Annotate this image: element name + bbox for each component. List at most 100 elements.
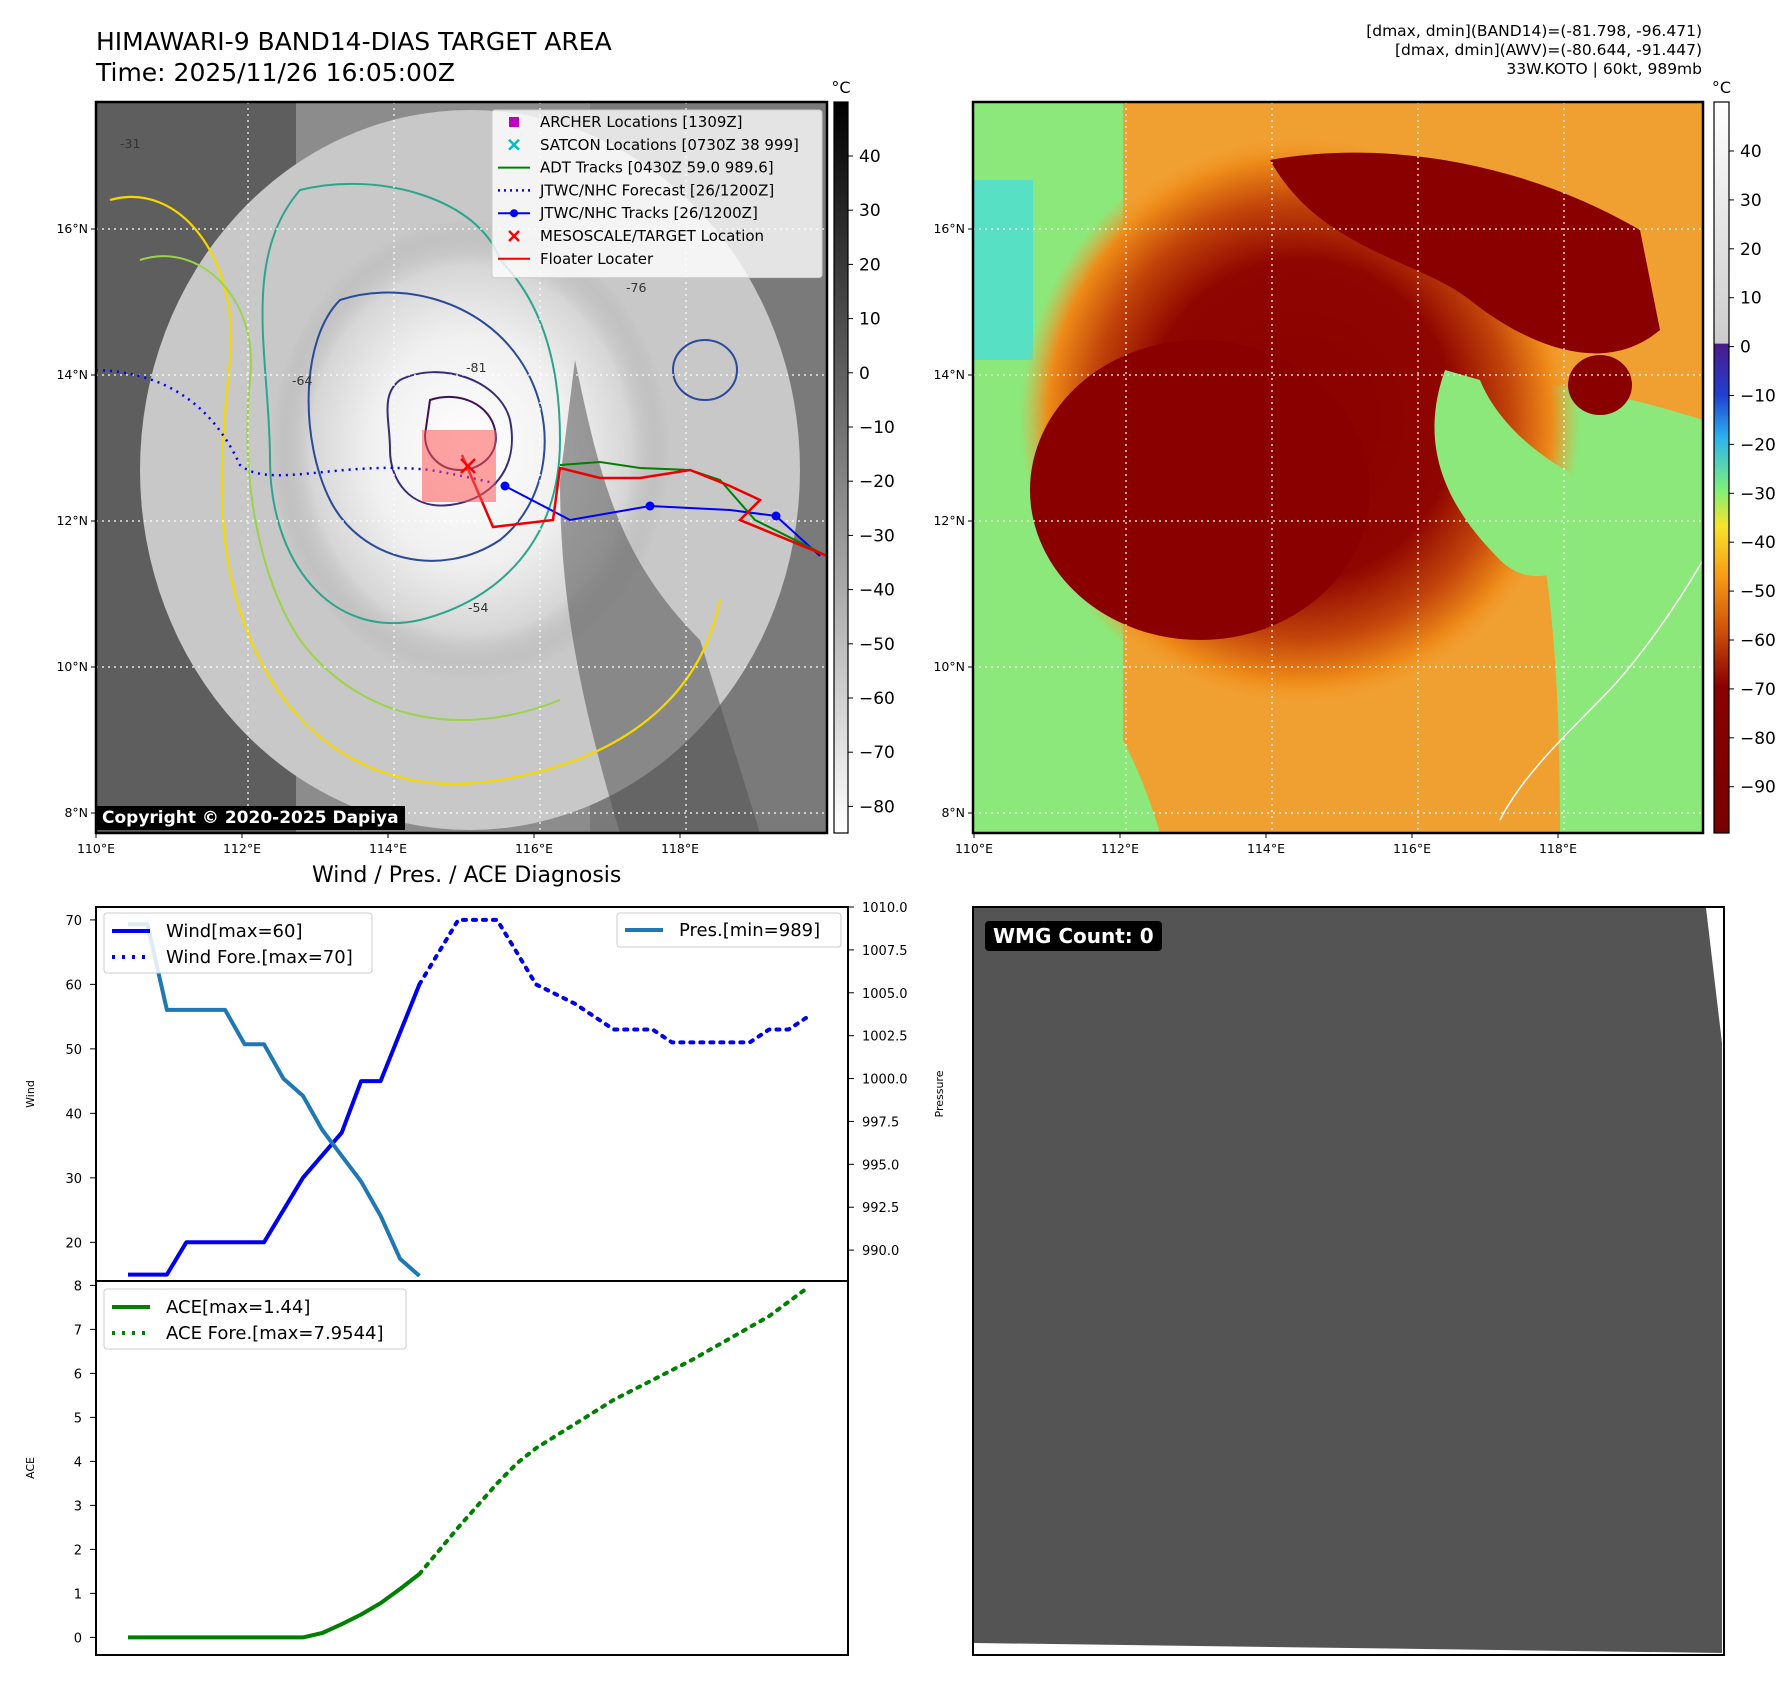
y-tick-label: 3 bbox=[74, 1499, 82, 1514]
storm-info: [dmax, dmin](BAND14)=(-81.798, -96.471) … bbox=[1366, 22, 1702, 79]
legend-label: MESOSCALE/TARGET Location bbox=[540, 227, 764, 245]
lon-tick-label: 118°E bbox=[1539, 841, 1577, 856]
colorbar-tick-label: 20 bbox=[859, 255, 881, 275]
colorbar-tick-label: −80 bbox=[1740, 729, 1776, 749]
y-tick-label: 5 bbox=[74, 1411, 82, 1426]
y-tick-label: 30 bbox=[65, 1172, 82, 1187]
colorbar-tick-label: −20 bbox=[1740, 435, 1776, 455]
y-right-tick-label: 990.0 bbox=[862, 1244, 899, 1259]
lat-tick-label: 10°N bbox=[56, 659, 88, 674]
title-line2: Time: 2025/11/26 16:05:00Z bbox=[96, 58, 455, 87]
colorbar-tick-label: 10 bbox=[859, 310, 881, 330]
colorbar-tick-label: −20 bbox=[859, 472, 895, 492]
colorbar-tick-label: 40 bbox=[1740, 142, 1762, 162]
ir-colorbar: °C 40 30 20 10 0 −10 −20 −30 −40 −50 −60 −70 −80 bbox=[831, 78, 895, 834]
lat-tick-label: 10°N bbox=[933, 659, 965, 674]
y-tick-label: 50 bbox=[65, 1043, 82, 1058]
info-line2: [dmax, dmin](AWV)=(-80.644, -91.447) bbox=[1395, 41, 1702, 59]
colorbar-tick-label: −10 bbox=[1740, 387, 1776, 407]
awv-axis-ticks: 110°E 112°E 114°E 116°E 118°E 16°N 14°N 12°N 10°… bbox=[933, 221, 1577, 856]
legend-box bbox=[491, 109, 823, 279]
colorbar-gradient bbox=[1713, 101, 1730, 834]
y-right-tick-label: 1002.5 bbox=[862, 1030, 908, 1045]
lon-tick-label: 114°E bbox=[369, 841, 407, 856]
lat-tick-label: 14°N bbox=[933, 367, 965, 382]
colorbar-tick-label: −50 bbox=[859, 635, 895, 655]
y-tick-label: 60 bbox=[65, 978, 82, 993]
lon-tick-label: 112°E bbox=[1101, 841, 1139, 856]
lon-tick-label: 116°E bbox=[515, 841, 553, 856]
ir-contour-64 bbox=[307, 291, 546, 562]
y-tick-label: 4 bbox=[74, 1455, 82, 1470]
colorbar-tick-label: 10 bbox=[1740, 289, 1762, 309]
legend-marker-dot bbox=[510, 209, 518, 218]
awv-coastline bbox=[1499, 559, 1703, 821]
colorbar-tick-label: −60 bbox=[1740, 631, 1776, 651]
ir-map-frame bbox=[94, 100, 829, 835]
awv-west-cyan bbox=[973, 180, 1033, 360]
colorbar-tick-label: −90 bbox=[1740, 778, 1776, 798]
colorbar-gradient bbox=[833, 101, 849, 834]
colorbar-tick-label: 20 bbox=[1740, 240, 1762, 260]
lon-tick-label: 112°E bbox=[223, 841, 261, 856]
jtwc-track-points bbox=[500, 481, 781, 521]
jtwc-best-track bbox=[504, 485, 821, 557]
y-right-axis-label: Pressure bbox=[933, 1070, 946, 1117]
wmg-panel bbox=[972, 906, 1725, 1656]
y-right-tick-label: 1010.0 bbox=[862, 901, 908, 916]
colorbar-unit: °C bbox=[1712, 78, 1731, 97]
awv-core-cold bbox=[1030, 340, 1370, 640]
lat-tick-label: 8°N bbox=[941, 805, 965, 820]
colorbar-tick-label: 0 bbox=[859, 364, 870, 384]
legend-label: SATCON Locations [0730Z 38 999] bbox=[540, 136, 799, 154]
lon-tick-label: 116°E bbox=[1393, 841, 1431, 856]
info-line3: 33W.KOTO | 60kt, 989mb bbox=[1506, 60, 1702, 78]
y-tick-label: 20 bbox=[65, 1236, 82, 1251]
pres-legend-box bbox=[616, 912, 842, 948]
copyright-label: Copyright © 2020-2025 Dapiya bbox=[96, 806, 405, 830]
y-right-tick-label: 997.5 bbox=[862, 1115, 899, 1130]
ir-contour-40 bbox=[139, 255, 561, 721]
legend-marker-x bbox=[508, 230, 520, 242]
y-tick-label: 70 bbox=[65, 914, 82, 929]
info-line1: [dmax, dmin](BAND14)=(-81.798, -96.471) bbox=[1366, 22, 1702, 40]
y-tick-label: 0 bbox=[74, 1631, 82, 1646]
lon-tick-label: 114°E bbox=[1247, 841, 1285, 856]
lat-tick-label: 12°N bbox=[933, 513, 965, 528]
y-right-tick-label: 1000.0 bbox=[862, 1073, 908, 1088]
lon-tick-label: 118°E bbox=[661, 841, 699, 856]
colorbar-tick-label: −70 bbox=[859, 743, 895, 763]
y-right-tick-label: 1005.0 bbox=[862, 987, 908, 1002]
wind-pressure-chart: 20 30 40 50 60 70 Wind 990.0 992.5 995.0 997.5 1000… bbox=[24, 901, 946, 1282]
legend-label: ARCHER Locations [1309Z] bbox=[540, 113, 743, 131]
legend-marker-x bbox=[508, 138, 520, 151]
floater-track bbox=[460, 454, 827, 558]
series-ace-fore- bbox=[417, 1285, 810, 1576]
colorbar-tick-label: −40 bbox=[859, 581, 895, 601]
colorbar-tick-label: −40 bbox=[1740, 533, 1776, 553]
colorbar-tick-label: 30 bbox=[859, 201, 881, 221]
legend-label: ADT Tracks [0430Z 59.0 989.6] bbox=[540, 159, 774, 177]
awv-dry-slot bbox=[1434, 370, 1640, 577]
y-tick-label: 7 bbox=[74, 1323, 82, 1338]
awv-map: 110°E 112°E 114°E 116°E 118°E16°N14°N12°N10°… bbox=[933, 78, 1775, 856]
contour-label: -81 bbox=[466, 360, 486, 375]
y-tick-label: 6 bbox=[74, 1367, 82, 1382]
ir-map: -31 -54 -64 -76 -81 ARCHER Locations [1309Z… bbox=[56, 78, 894, 856]
y-axis-label: Wind bbox=[24, 1080, 37, 1108]
y-axis-label: ACE bbox=[24, 1457, 37, 1479]
lat-tick-label: 16°N bbox=[933, 221, 965, 236]
lat-tick-label: 16°N bbox=[56, 221, 88, 236]
legend-label: ACE Fore.[max=7.9544] bbox=[166, 1323, 384, 1344]
y-right-tick-label: 1007.5 bbox=[862, 944, 908, 959]
y-tick-label: 1 bbox=[74, 1587, 82, 1602]
y-tick-label: 8 bbox=[74, 1279, 82, 1294]
ir-axis-ticks: 110°E 112°E 114°E 116°E 118°E 16°N 14°N 12°N 10°… bbox=[56, 221, 699, 856]
contour-label: -64 bbox=[292, 373, 312, 388]
y-tick-label: 2 bbox=[74, 1543, 82, 1558]
y-tick-label: 40 bbox=[65, 1107, 82, 1122]
ir-contour-labels: -31 -54 -64 -76 -81 bbox=[120, 136, 646, 615]
legend-label: JTWC/NHC Tracks [26/1200Z] bbox=[539, 204, 758, 222]
awv-southwest-moist bbox=[973, 620, 1160, 833]
